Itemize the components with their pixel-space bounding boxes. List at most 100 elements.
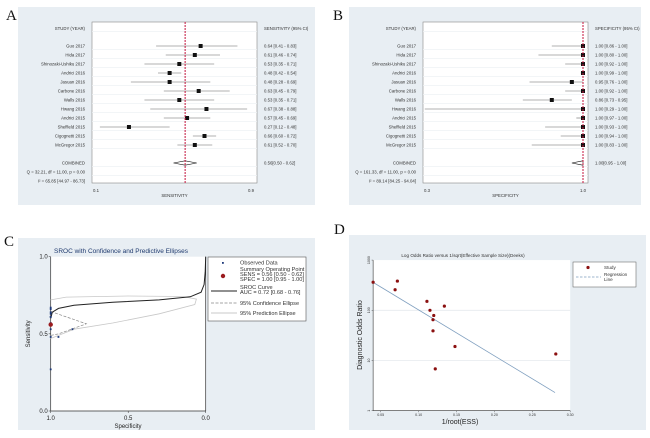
x-tick-label: 0.05 [377,413,384,417]
x-tick-label: 1.0 [47,416,56,422]
study-label: Walls 2016 [395,98,417,103]
study-value: 1.00 [0.94 - 1.00] [595,134,628,139]
x-tick-label: 0.30 [567,413,574,417]
legend-sroc: SROC Curve [240,285,273,291]
study-label: Carbone 2016 [389,89,417,94]
study-point [433,367,437,371]
combined-label: COMBINED [62,161,85,166]
study-label: Jasuan 2016 [391,80,416,85]
point-estimate-marker [126,125,131,129]
x-tick-label: 0.15 [453,413,460,417]
combined-value: 0.56[0.50 - 0.62] [264,161,295,166]
x-tick-label: 0.20 [491,413,498,417]
heterogeneity-q: Q = 32.21, df = 11.00, p = 0.00 [27,170,86,175]
observed-data-point [49,368,52,371]
y-tick-label: 1.0 [39,255,48,261]
observed-data-point [71,328,74,331]
study-value: 1.00 [0.92 - 1.00] [595,62,628,67]
point-estimate-marker [177,62,182,66]
x-tick-label: 0.5 [124,416,133,422]
legend-observed: Observed Data [240,261,279,267]
study-value: 0.48 [0.42 - 0.54] [264,71,297,76]
y-tick-label: 1 [367,410,371,412]
x-tick-label: 1.0 [580,188,587,193]
legend-study-marker [586,265,590,270]
study-label: Jasuan 2016 [60,80,85,85]
study-label: Shinozaki-Ushiku 2017 [41,62,86,67]
study-label: Sheffield 2015 [58,125,86,130]
study-value: 0.61 [0.46 - 0.74] [264,53,297,58]
y-tick-label: 100 [367,307,371,313]
study-point [453,344,457,349]
forest-plot-specificity: STUDY (YEAR) SPECIFICITY (95% CI) Guo 2017… [355,21,640,198]
study-value: 1.00 [0.86 - 1.00] [595,44,628,49]
header-value: SPECIFICITY (95% CI) [595,26,640,31]
study-label: Hida 2017 [65,53,85,58]
study-point [425,299,429,303]
legend-summary: SPEC = 1.00 [0.95 - 1.00] [240,277,304,283]
point-estimate-marker [177,98,182,102]
panel-label-c: C [4,234,14,250]
heterogeneity-i2: I² = 65.85 [44.97 - 86.73] [38,179,85,184]
plot-area [373,260,571,411]
study-label: Guo 2017 [66,44,85,49]
point-estimate-marker [167,71,172,75]
combined-label: COMBINED [393,161,416,166]
panel-label-d: D [334,222,345,238]
prediction-ellipse [50,295,197,339]
study-value: 1.00 [0.99 - 1.00] [595,71,628,76]
study-value: 0.66 [0.60 - 0.72] [264,134,297,139]
x-tick-label: 0.10 [415,413,422,417]
study-value: 1.00 [0.80 - 1.00] [595,53,628,58]
heterogeneity-q: Q = 161.33, df = 11.00, p = 0.00 [355,170,416,175]
legend-summary-marker [220,273,226,279]
observed-data-point [57,336,60,338]
study-value: 1.00 [0.97 - 1.00] [595,116,628,121]
study-label: Andrici 2016 [61,71,85,76]
plot-area [50,256,206,411]
sroc-plot: SROC with Confidence and Predictive Elli… [26,248,307,430]
y-tick-label: 0.5 [39,332,48,338]
observed-data-point [49,306,52,309]
y-tick-label: 0.0 [39,409,48,415]
x-tick-label: 0.3 [424,188,431,193]
legend-study: Study [604,265,616,270]
point-estimate-marker [192,53,197,57]
x-axis-label: SENSITIVITY [161,193,187,198]
study-label: Hwang 2016 [392,107,417,112]
observed-data-point [49,312,52,315]
study-label: Cigognetti 2015 [386,134,417,139]
study-point [432,313,436,318]
panel-label-a: A [6,8,17,24]
point-estimate-marker [192,143,197,147]
heterogeneity-i2: I² = 89.14 [84.25 - 94.04] [369,179,416,184]
study-value: 0.61 [0.52 - 0.70] [264,143,297,148]
regression-line [372,282,556,393]
plot-area [422,21,589,184]
study-label: Hwang 2016 [61,107,86,112]
study-label: Andrici 2015 [61,116,85,121]
study-point [395,279,399,283]
x-axis-label: 1/root(ESS) [442,419,479,426]
study-label: Cigognetti 2015 [55,134,86,139]
chart-title: Log Odds Ratio versus 1/sqrt(Effective S… [401,253,525,258]
study-value: 1.00 [0.92 - 1.00] [595,89,628,94]
point-estimate-marker [549,98,554,102]
study-label: McGregor 2015 [55,143,85,148]
study-value: 0.27 [0.12 - 0.48] [264,125,297,130]
x-tick-label: 0.9 [248,188,255,193]
chart-title: SROC with Confidence and Predictive Elli… [54,248,189,255]
y-tick-label: 1000 [367,256,371,264]
study-point [431,318,435,322]
point-estimate-marker [569,80,574,84]
study-label: Hida 2017 [396,53,416,58]
study-value: 0.95 [0.76 - 1.00] [595,80,628,85]
x-axis-label: SPECIFICITY [492,193,519,198]
legend-observed-marker [222,262,224,264]
study-label: Shinozaki-Ushiku 2017 [372,62,417,67]
point-estimate-marker [204,107,209,111]
study-point [554,352,558,356]
legend-regression: Line [604,277,613,282]
y-axis-label: Diagnostic Odds Ratio [357,300,364,370]
study-label: Andrici 2015 [392,116,416,121]
